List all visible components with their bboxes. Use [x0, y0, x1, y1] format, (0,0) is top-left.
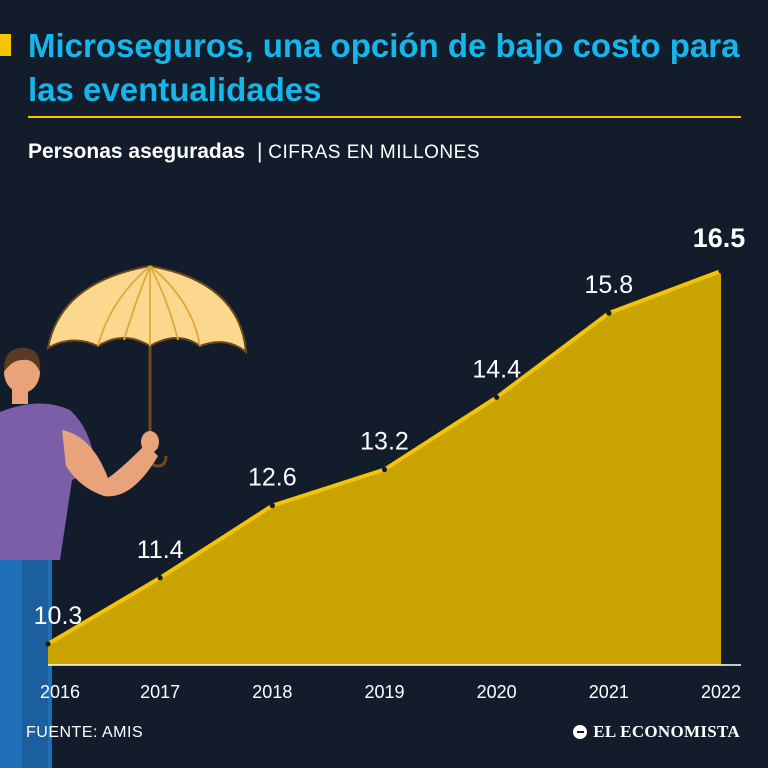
person-umbrella-illustration: [0, 264, 248, 768]
data-point-2019: [381, 466, 388, 473]
data-label-2019: 13.2: [360, 428, 409, 456]
x-tick-label-2019: 2019: [364, 682, 404, 702]
brand-mark-icon: [573, 725, 588, 739]
x-tick-label-2017: 2017: [140, 682, 180, 702]
data-point-2018: [269, 502, 275, 509]
data-label-2016: 10.3: [34, 602, 83, 630]
x-tick-label-2021: 2021: [589, 682, 629, 702]
x-tick-label-2016: 2016: [40, 682, 80, 702]
brand-name: EL ECONOMISTA: [593, 722, 740, 741]
x-tick-label-2020: 2020: [477, 682, 517, 702]
data-point-2016: [45, 641, 51, 647]
source-note: FUENTE: AMIS: [26, 724, 144, 741]
brand-logo: EL ECONOMISTA: [573, 722, 740, 742]
x-tick-label-2018: 2018: [252, 682, 292, 702]
data-label-2018: 12.6: [248, 464, 297, 492]
subtitle-label: Personas aseguradas: [28, 140, 246, 163]
area-fill: [48, 271, 721, 665]
title-accent-bar: [0, 34, 11, 56]
chart-subtitle: Personas aseguradas | CIFRAS EN MILLONES: [28, 140, 480, 164]
data-point-2017: [157, 575, 163, 581]
data-label-2017: 11.4: [137, 536, 184, 564]
data-label-2021: 15.8: [584, 271, 633, 299]
page-title: Microseguros, una opción de bajo costo p…: [28, 27, 740, 108]
data-point-2021: [606, 310, 612, 316]
data-point-2022: [718, 268, 724, 274]
data-point-2020: [494, 394, 500, 400]
data-label-2022: 16.5: [693, 223, 746, 253]
data-label-2020: 14.4: [472, 355, 521, 383]
subtitle-separator: |: [256, 140, 263, 163]
subtitle-units: CIFRAS EN MILLONES: [268, 142, 480, 163]
title-divider: [28, 116, 741, 118]
x-tick-label-2022: 2022: [701, 682, 741, 702]
